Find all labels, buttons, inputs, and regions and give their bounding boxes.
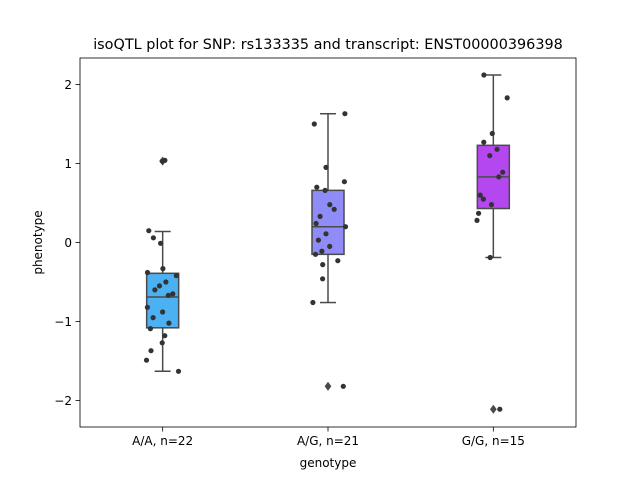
- y-tick-label: 2: [64, 78, 72, 92]
- data-point: [160, 266, 166, 272]
- data-point: [158, 240, 164, 246]
- x-tick-label: A/A, n=22: [132, 434, 193, 448]
- iqr-box: [145, 272, 180, 329]
- outlier-marker: [489, 404, 497, 414]
- data-point: [323, 164, 329, 170]
- plot-area: [143, 72, 511, 414]
- data-point: [327, 202, 333, 208]
- y-tick-label: 0: [64, 236, 72, 250]
- data-point: [150, 315, 156, 321]
- data-point: [496, 174, 502, 180]
- x-tick-label: A/G, n=21: [297, 434, 359, 448]
- data-point: [480, 196, 486, 202]
- data-point: [320, 262, 326, 268]
- data-point: [342, 224, 349, 230]
- data-point: [474, 217, 480, 223]
- data-point: [481, 139, 487, 145]
- data-point: [323, 231, 329, 237]
- x-tick-label: G/G, n=15: [462, 434, 525, 448]
- data-point: [146, 228, 152, 234]
- data-point: [476, 210, 482, 216]
- data-point: [340, 383, 346, 389]
- y-tick-label: 1: [64, 157, 72, 171]
- data-point: [331, 206, 337, 212]
- data-point: [143, 357, 150, 363]
- chart-title: isoQTL plot for SNP: rs133335 and transc…: [93, 37, 563, 53]
- box-group-2: [474, 72, 511, 414]
- data-point: [500, 169, 506, 175]
- data-point: [487, 254, 493, 261]
- data-point: [481, 72, 487, 78]
- data-point: [327, 243, 333, 249]
- data-point: [147, 326, 153, 332]
- x-axis-label: genotype: [300, 456, 357, 470]
- data-point: [310, 299, 316, 306]
- data-point: [313, 220, 319, 227]
- data-point: [162, 333, 168, 339]
- data-point: [320, 276, 326, 282]
- data-point: [314, 184, 320, 190]
- y-tick-label: −2: [54, 394, 72, 408]
- data-point: [152, 287, 158, 293]
- data-point: [165, 292, 171, 298]
- data-point: [163, 279, 169, 285]
- outlier-marker: [324, 381, 332, 391]
- data-point: [159, 340, 165, 346]
- data-point: [312, 251, 319, 257]
- box-group-0: [143, 156, 182, 374]
- data-point: [317, 213, 323, 219]
- data-point: [342, 111, 348, 117]
- data-point: [144, 304, 150, 310]
- data-point: [170, 291, 176, 297]
- data-point: [319, 248, 325, 254]
- box-group-1: [310, 111, 349, 391]
- data-point: [160, 309, 166, 315]
- data-point: [497, 406, 503, 412]
- data-point: [144, 269, 151, 276]
- data-point: [315, 237, 321, 243]
- y-axis-label: phenotype: [31, 210, 45, 274]
- data-point: [494, 146, 500, 152]
- data-point: [148, 348, 154, 354]
- data-point: [504, 95, 510, 101]
- axes-frame: [79, 57, 577, 428]
- data-point: [477, 192, 483, 198]
- data-point: [162, 157, 168, 163]
- data-point: [166, 320, 172, 326]
- data-point: [341, 179, 347, 185]
- y-tick-label: −1: [54, 315, 72, 329]
- data-point: [311, 121, 317, 127]
- data-point: [156, 283, 163, 289]
- data-point: [150, 235, 156, 241]
- data-point: [488, 202, 495, 208]
- data-point: [175, 368, 182, 374]
- data-point: [322, 187, 328, 193]
- data-point: [335, 258, 341, 264]
- data-point: [173, 273, 179, 279]
- data-point: [489, 130, 495, 137]
- data-point: [487, 153, 493, 159]
